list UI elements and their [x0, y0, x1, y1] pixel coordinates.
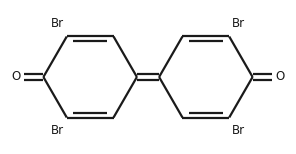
Text: Br: Br: [232, 17, 245, 30]
Text: Br: Br: [51, 17, 64, 30]
Text: O: O: [275, 71, 285, 83]
Text: O: O: [11, 71, 21, 83]
Text: Br: Br: [232, 124, 245, 137]
Text: Br: Br: [51, 124, 64, 137]
